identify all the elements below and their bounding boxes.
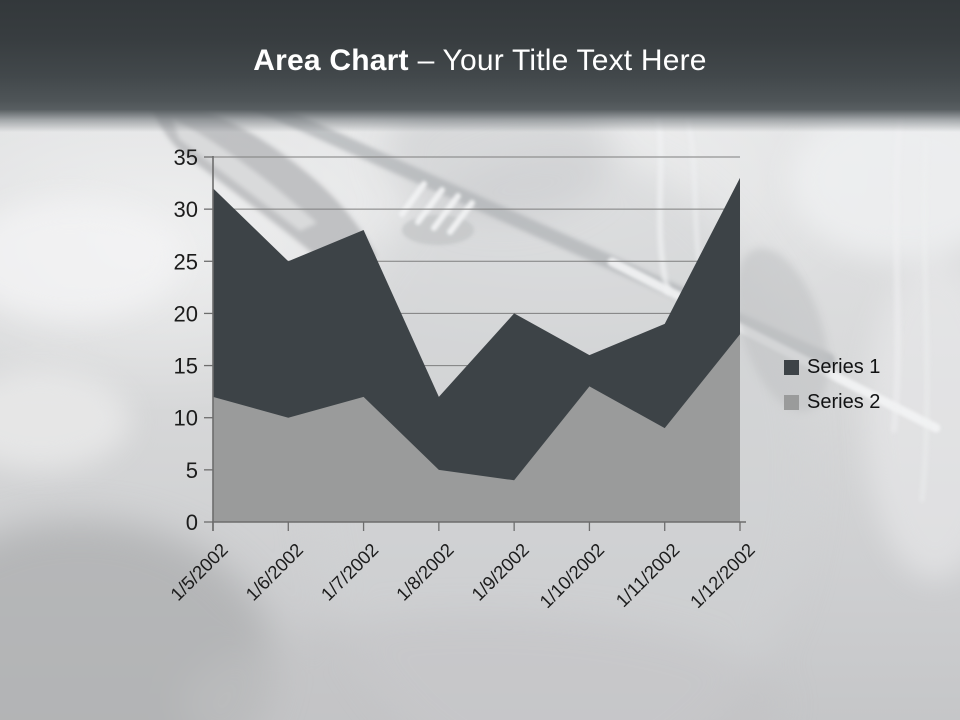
scythe-blade-shape bbox=[148, 96, 377, 269]
page-title: Area Chart – Your Title Text Here bbox=[253, 0, 706, 77]
y-tick-label: 5 bbox=[186, 458, 198, 483]
skeleton-hands bbox=[399, 181, 475, 245]
title-bar: Area Chart – Your Title Text Here bbox=[0, 0, 960, 132]
y-tick-label: 0 bbox=[186, 510, 198, 535]
title-keyword: Area Chart bbox=[253, 44, 409, 77]
title-subtitle: – Your Title Text Here bbox=[417, 44, 707, 77]
y-tick-label: 35 bbox=[174, 145, 198, 170]
y-tick-label: 30 bbox=[174, 197, 198, 222]
series-2-label: Series 2 bbox=[807, 391, 881, 413]
series-1-label: Series 1 bbox=[807, 356, 881, 378]
x-tick-label: 1/7/2002 bbox=[317, 539, 383, 605]
x-tick-label: 1/6/2002 bbox=[241, 539, 307, 605]
y-tick-label: 15 bbox=[174, 354, 198, 379]
y-tick-label: 10 bbox=[174, 406, 198, 431]
x-tick-label: 1/10/2002 bbox=[535, 539, 608, 612]
legend-item-series-1: Series 1 bbox=[784, 357, 880, 377]
chart-legend: Series 1 Series 2 bbox=[784, 357, 880, 412]
series-1-swatch bbox=[784, 359, 799, 375]
y-tick-label: 25 bbox=[174, 249, 198, 274]
area-series-2 bbox=[213, 334, 740, 522]
y-tick-label: 20 bbox=[174, 301, 198, 326]
x-tick-label: 1/5/2002 bbox=[166, 539, 232, 605]
x-tick-label: 1/9/2002 bbox=[467, 539, 533, 605]
right-hand-shape bbox=[735, 248, 829, 412]
x-tick-label: 1/8/2002 bbox=[392, 539, 458, 605]
legend-item-series-2: Series 2 bbox=[784, 392, 880, 412]
x-tick-label: 1/11/2002 bbox=[611, 539, 683, 611]
x-tick-label: 1/12/2002 bbox=[686, 539, 759, 612]
series-2-swatch bbox=[784, 394, 799, 410]
